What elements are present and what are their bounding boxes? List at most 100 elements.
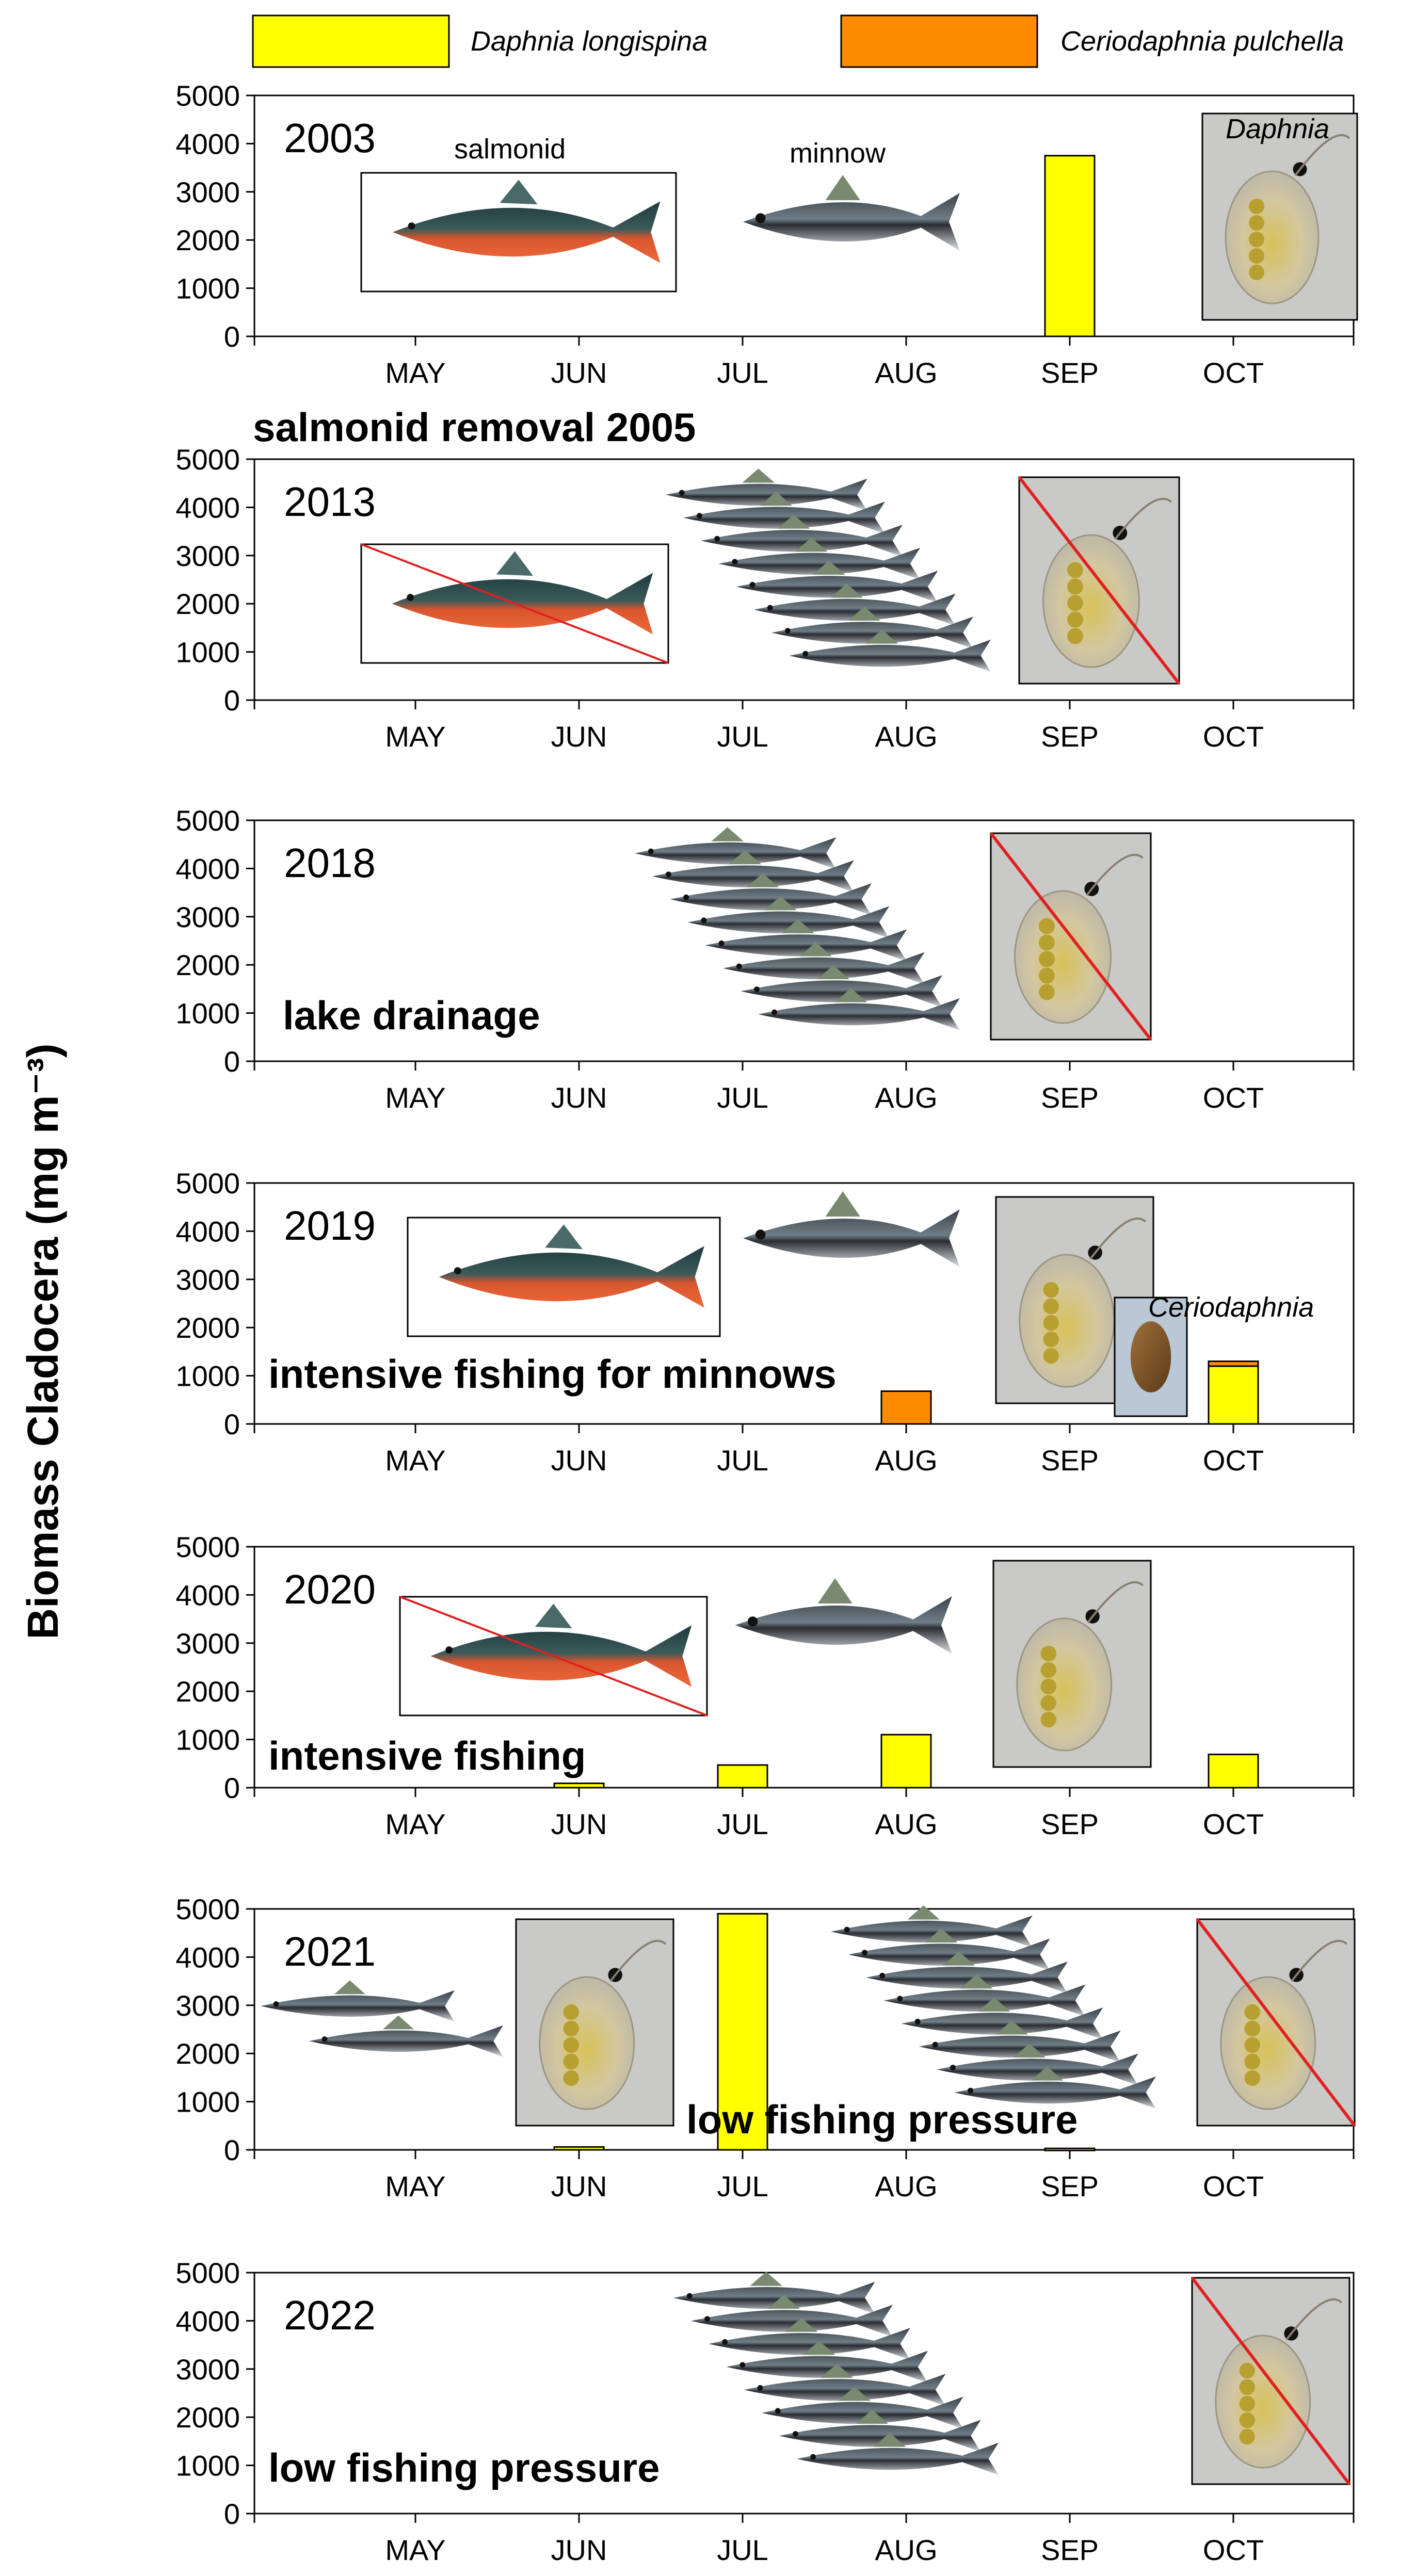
daphnia-egg — [1040, 1695, 1056, 1711]
y-tick-label: 2000 — [175, 1675, 240, 1708]
y-tick-label: 3000 — [175, 176, 240, 208]
y-tick-label: 2000 — [175, 224, 240, 256]
school-minnow-icon — [771, 606, 973, 649]
y-tick-label: 0 — [224, 1772, 240, 1804]
bar-daphnia — [1044, 155, 1096, 337]
panel-year-label: 2003 — [284, 115, 376, 161]
x-tick-label: JUN — [551, 2534, 607, 2566]
legend-swatch-ceriodaphnia — [840, 14, 1038, 68]
ceriodaphnia-icon — [1130, 1321, 1171, 1392]
daphnia-egg — [1040, 1645, 1056, 1662]
minnow-school-icon — [666, 468, 991, 672]
minnow-eye — [749, 581, 755, 588]
daphnia-egg — [1244, 2070, 1260, 2086]
panel-year-label: 2019 — [284, 1203, 376, 1249]
minnow-dorsal-fin — [995, 2020, 1028, 2035]
y-tick-label: 0 — [224, 1408, 240, 1440]
minnow-body — [726, 2351, 928, 2383]
daphnia-egg — [1040, 1711, 1056, 1728]
minnow-body — [701, 524, 903, 557]
minnow-dorsal-fin — [382, 2015, 414, 2030]
minnow-eye — [714, 536, 720, 542]
minnow-body — [741, 975, 942, 1008]
minnow-dorsal-fin — [865, 629, 898, 644]
x-tick-label: JUN — [551, 1444, 607, 1477]
daphnia-egg — [1239, 2379, 1255, 2395]
x-tick-label: SEP — [1041, 1081, 1099, 1114]
minnow-eye — [686, 2293, 693, 2299]
x-tick-label: JUL — [717, 1444, 768, 1477]
y-tick-label: 2000 — [175, 2401, 240, 2434]
school-minnow-icon — [954, 2066, 1156, 2109]
minnow-eye — [273, 2001, 279, 2007]
daphnia-egg — [1239, 2362, 1255, 2379]
minnow-dorsal-fin — [817, 1578, 853, 1603]
panel-2003: 0 1000 2000 3000 4000 5000 MAY JUN JUL AUG SEP OCT 2… — [175, 79, 1358, 389]
y-tick-label: 1000 — [175, 1724, 240, 1756]
bar-daphnia — [1208, 1365, 1259, 1425]
bar-daphnia — [1044, 2147, 1096, 2151]
panel-note: low fishing pressure — [268, 2445, 660, 2490]
daphnia-egg — [1067, 611, 1083, 628]
school-minnow-icon — [723, 942, 925, 985]
crossed-out-line — [989, 832, 1152, 1041]
school-minnow-icon — [670, 873, 872, 916]
daphnia-egg — [1244, 2020, 1260, 2037]
school-minnow-icon — [635, 827, 837, 870]
minnow-dorsal-fin — [925, 1928, 958, 1943]
salmonid-eye — [454, 1267, 461, 1274]
daphnia-egg — [1239, 2412, 1255, 2428]
minnow-eye — [950, 2065, 956, 2070]
x-tick-label: MAY — [385, 357, 445, 389]
daphnia-icon — [1220, 1939, 1348, 2110]
minnow-dorsal-fin — [825, 1191, 860, 1217]
daphnia-egg — [1249, 232, 1264, 247]
salmonid-icon — [392, 551, 653, 635]
daphnia-antenna — [609, 1939, 667, 1982]
minnow-body — [901, 2007, 1103, 2040]
x-tick-label: MAY — [385, 1081, 445, 1114]
minnow-eye — [932, 2042, 938, 2048]
minnow-school-icon — [673, 2272, 999, 2475]
school-minnow-icon — [762, 2387, 963, 2429]
bar-daphnia — [1208, 1754, 1259, 1789]
x-tick-label: MAY — [385, 2534, 445, 2566]
y-tick-label: 1000 — [175, 636, 240, 669]
panel-2022: 0 1000 2000 3000 4000 5000 MAY JUN JUL AUG SEP OCT 2… — [175, 2257, 1355, 2566]
panel-note: intensive fishing for minnows — [268, 1351, 837, 1397]
minnow-body — [797, 2442, 999, 2475]
daphnia-egg — [1039, 918, 1055, 934]
legend: Daphnia longispina Ceriodaphnia pulchell… — [252, 14, 1344, 68]
figure-label-minnow: minnow — [790, 138, 886, 169]
bar-daphnia — [880, 1733, 932, 1789]
daphnia-antenna — [1294, 134, 1350, 176]
x-tick-label: AUG — [875, 1808, 937, 1840]
y-tick-label: 3000 — [175, 2353, 240, 2386]
daphnia-antenna — [1291, 1939, 1348, 1982]
x-tick-label: SEP — [1041, 2534, 1099, 2566]
school-minnow-icon — [741, 965, 942, 1008]
daphnia-icon — [1014, 853, 1144, 1024]
minnow-body — [754, 593, 956, 626]
x-tick-label: SEP — [1041, 2170, 1099, 2202]
daphnia-egg — [1249, 215, 1264, 231]
x-tick-label: OCT — [1203, 1081, 1264, 1114]
daphnia-egg — [1244, 2037, 1260, 2053]
x-tick-label: AUG — [875, 357, 937, 389]
daphnia-icon — [1019, 1217, 1147, 1388]
minnow-eye — [732, 559, 738, 565]
daphnia-egg — [563, 2004, 579, 2020]
bar-daphnia — [553, 2146, 605, 2151]
minnow-eye — [321, 2036, 328, 2042]
minnow-dorsal-fin — [750, 2272, 782, 2286]
school-minnow-icon — [758, 988, 960, 1031]
minnow-school-icon — [831, 1905, 1156, 2109]
minnow-dorsal-fin — [821, 2363, 853, 2378]
minnow-dorsal-fin — [742, 468, 775, 483]
panel-year-label: 2013 — [284, 479, 376, 525]
x-tick-label: AUG — [875, 1081, 937, 1114]
minnow-body — [735, 1596, 952, 1654]
daphnia-carapace — [539, 1976, 635, 2110]
minnow-eye — [704, 2316, 710, 2322]
